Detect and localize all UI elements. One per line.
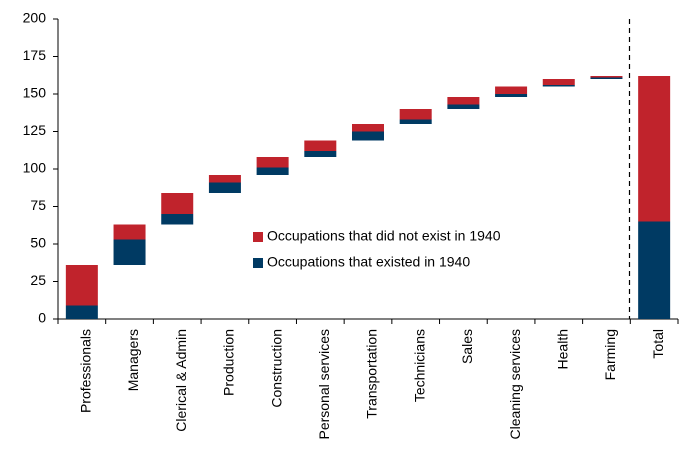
x-tick-label: Sales (459, 329, 475, 364)
x-tick-label: Clerical & Admin (173, 329, 189, 432)
bar-segment (399, 109, 432, 120)
x-tick-label: Transportation (364, 329, 380, 419)
bar-segment (113, 239, 146, 265)
x-tick-label: Farming (602, 329, 618, 380)
bar-segment (638, 221, 671, 319)
x-tick-label: Construction (268, 329, 284, 408)
bar-segment (447, 97, 480, 105)
bar-segment (638, 76, 671, 222)
x-tick-label: Technicians (411, 329, 427, 402)
legend-swatch (253, 258, 263, 268)
bar-segment (304, 151, 337, 157)
y-tick-label: 50 (30, 235, 46, 251)
y-tick-label: 25 (30, 272, 46, 288)
bar-segment (447, 104, 480, 109)
x-tick-label: Personal services (316, 329, 332, 440)
x-tick-label: Professionals (78, 329, 94, 413)
y-tick-label: 200 (23, 10, 47, 26)
bar-segment (256, 167, 289, 175)
bar-segment (208, 175, 241, 183)
x-tick-label: Cleaning services (507, 329, 523, 440)
x-tick-label: Production (221, 329, 237, 396)
bar-segment (495, 86, 528, 94)
bar-segment (161, 193, 194, 214)
y-tick-label: 0 (38, 310, 46, 326)
y-tick-label: 125 (23, 122, 47, 138)
y-tick-label: 150 (23, 85, 47, 101)
x-tick-label: Health (554, 329, 570, 369)
bar-segment (352, 124, 384, 132)
bar-segment (65, 265, 98, 306)
bar-segment (352, 131, 384, 141)
legend-swatch (253, 232, 263, 242)
bar-segment (495, 94, 528, 97)
legend-label: Occupations that did not exist in 1940 (267, 228, 501, 244)
bar-segment (256, 157, 289, 168)
bar-segment (304, 140, 337, 151)
legend-label: Occupations that existed in 1940 (267, 254, 470, 270)
y-tick-label: 175 (23, 47, 47, 63)
bar-segment (590, 76, 623, 78)
bar-segment (542, 79, 575, 85)
y-tick-label: 100 (23, 160, 47, 176)
bar-segment (208, 182, 241, 193)
x-tick-label: Total (650, 329, 666, 359)
bar-segment (590, 77, 623, 79)
y-tick-label: 75 (30, 197, 46, 213)
bar-segment (542, 85, 575, 87)
x-tick-label: Managers (125, 329, 141, 391)
bar-segment (113, 224, 146, 240)
bar-segment (161, 214, 194, 225)
bar-segment (65, 305, 98, 319)
bar-segment (399, 119, 432, 124)
